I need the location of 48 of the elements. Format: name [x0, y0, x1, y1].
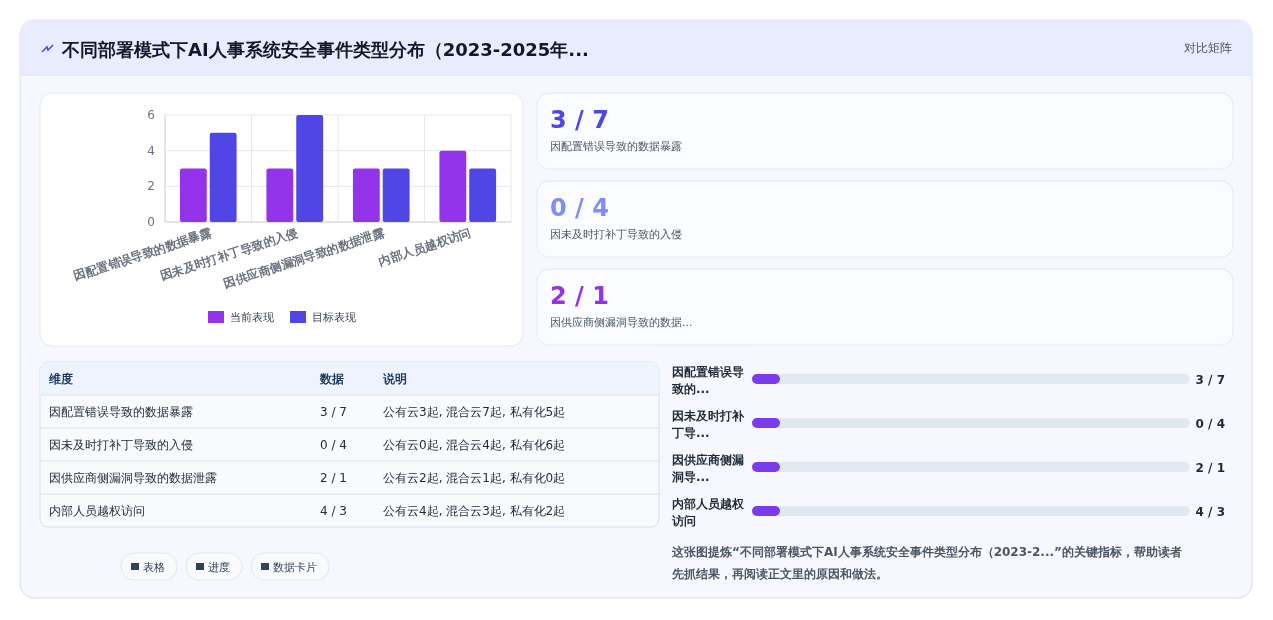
bar [439, 150, 467, 222]
text: 因配置错误导致的数据暴露 [49, 405, 193, 419]
text: 因配置错误导致的数据暴露 [550, 140, 682, 153]
text: 这张图提炼“不同部署模式下AI人事系统安全事件类型分布（2023-2...”的关键指标，帮助读者先抓结果，再阅读正文里的原因和做法。 [671, 545, 1182, 581]
y-tick-label: 4 [147, 143, 155, 158]
text: 公有云3起, 混合云7起, 私有化5起 [383, 405, 566, 419]
text: 3 / 7 [320, 405, 347, 419]
text: 因未及时打补丁导... [671, 409, 745, 440]
text: 对比矩阵 [1184, 41, 1232, 55]
text: 3 / 7 [550, 106, 609, 134]
text: 4 / 3 [1195, 505, 1225, 519]
text: 数据 [319, 372, 344, 386]
text: 4 / 3 [320, 504, 347, 518]
text: 不同部署模式下AI人事系统安全事件类型分布（2023-2025年... [61, 39, 589, 60]
bar [266, 168, 294, 222]
text: 0 / 4 [1195, 417, 1225, 431]
text: 2 / 1 [550, 282, 609, 310]
y-tick-label: 6 [147, 108, 155, 122]
text: 2 / 1 [1195, 461, 1225, 475]
text: 内部人员越权访问 [49, 504, 145, 518]
bar [469, 168, 497, 222]
text: 0 / 4 [320, 438, 347, 452]
text: 公有云2起, 混合云1起, 私有化0起 [383, 471, 566, 485]
y-tick-label: 2 [147, 179, 155, 194]
text: 维度 [48, 372, 73, 386]
bar [209, 132, 237, 222]
bar [352, 168, 380, 222]
text: 因配置错误导致的... [671, 365, 744, 396]
text: 因供应商侧漏洞导致的数据... [550, 316, 693, 329]
bar [296, 115, 324, 222]
text: 因供应商侧漏洞导... [671, 453, 744, 484]
text: 表格 [143, 561, 165, 574]
text: 公有云0起, 混合云4起, 私有化6起 [383, 438, 566, 452]
text: 因供应商侧漏洞导致的数据泄露 [49, 471, 217, 485]
text: 进度 [208, 561, 230, 574]
text: 公有云4起, 混合云3起, 私有化2起 [383, 504, 566, 518]
text: 因未及时打补丁导致的入侵 [49, 438, 193, 452]
text: 内部人员越权访问 [671, 497, 745, 528]
text: 3 / 7 [1195, 373, 1225, 387]
text: 2 / 1 [320, 471, 347, 485]
text: 说明 [382, 372, 407, 386]
bar [179, 168, 207, 222]
bar [382, 168, 410, 222]
text: 0 / 4 [550, 194, 609, 222]
y-tick-label: 0 [147, 215, 155, 229]
legend-label: 目标表现 [312, 311, 356, 324]
legend-label: 当前表现 [230, 311, 274, 324]
text: 数据卡片 [273, 561, 317, 574]
